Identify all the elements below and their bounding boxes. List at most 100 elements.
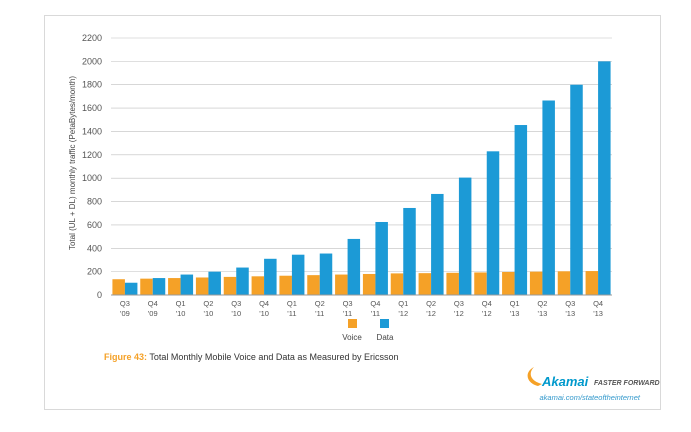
x-tick-quarter: Q3 (454, 299, 464, 308)
figure-title: Total Monthly Mobile Voice and Data as M… (147, 352, 398, 362)
x-tick-year: '11 (371, 309, 380, 318)
x-tick-year: '12 (426, 309, 436, 318)
x-tick-quarter: Q2 (426, 299, 436, 308)
x-tick-quarter: Q2 (537, 299, 547, 308)
y-tick-label: 600 (87, 220, 102, 230)
x-axis-ticks: Q3'09Q4'09Q1'10Q2'10Q3'10Q4'10Q1'11Q2'11… (120, 299, 603, 318)
x-tick-quarter: Q4 (148, 299, 158, 308)
x-tick-quarter: Q3 (231, 299, 241, 308)
bar-data (542, 100, 555, 295)
y-axis-label: Total (UL + DL) monthly traffic (PetaByt… (68, 76, 77, 250)
y-tick-label: 200 (87, 267, 102, 277)
bar-data (264, 258, 277, 295)
x-tick-year: '10 (231, 309, 241, 318)
x-tick-year: '11 (287, 309, 296, 318)
y-tick-label: 800 (87, 197, 102, 207)
x-tick-quarter: Q2 (203, 299, 213, 308)
x-tick-year: '12 (454, 309, 464, 318)
y-tick-label: 2000 (82, 56, 102, 66)
legend-label-voice: Voice (342, 333, 362, 342)
bar-voice (502, 271, 515, 295)
x-tick-quarter: Q1 (510, 299, 520, 308)
bar-voice (362, 273, 376, 295)
bar-data (124, 282, 138, 295)
y-axis-ticks: 0 200 400 600 800 1000 1200 1400 1600 1800 2000 220… (82, 33, 102, 300)
x-tick-year: '13 (538, 309, 548, 318)
bar-data (570, 84, 583, 296)
y-tick-label: 1800 (82, 80, 102, 90)
y-tick-label: 2200 (82, 33, 102, 43)
bar-data (152, 278, 166, 295)
figure-number: Figure 43: (104, 352, 147, 362)
x-tick-quarter: Q4 (370, 299, 380, 308)
x-tick-quarter: Q1 (176, 299, 186, 308)
legend-swatch-voice (348, 319, 357, 328)
bar-data (347, 238, 361, 295)
bar-voice (112, 279, 125, 295)
bar-voice (529, 271, 543, 295)
bar-voice (474, 272, 487, 295)
bar-voice (446, 272, 459, 295)
legend-label-data: Data (377, 333, 394, 342)
brand-url: akamai.com/stateoftheinternet (540, 393, 641, 402)
x-tick-year: '10 (204, 309, 214, 318)
bar-data (486, 151, 500, 295)
legend: Voice Data (342, 319, 394, 342)
y-tick-label: 1000 (82, 173, 102, 183)
bar-voice (418, 273, 432, 295)
bar-data (208, 271, 221, 295)
bar-voice (251, 276, 265, 295)
x-tick-quarter: Q4 (593, 299, 603, 308)
bars (112, 61, 611, 296)
x-tick-quarter: Q3 (120, 299, 130, 308)
x-tick-year: '09 (120, 309, 130, 318)
x-tick-quarter: Q3 (343, 299, 353, 308)
y-tick-label: 0 (97, 290, 102, 300)
bar-data (319, 253, 333, 295)
figure-caption: Figure 43: Total Monthly Mobile Voice an… (104, 352, 398, 362)
bar-voice (223, 276, 237, 295)
y-tick-label: 400 (87, 243, 102, 253)
gridlines (111, 37, 612, 272)
y-tick-label: 1400 (82, 126, 102, 136)
akamai-logo: Akamai FASTER FORWARD (527, 367, 660, 389)
x-tick-quarter: Q2 (315, 299, 325, 308)
bar-data (598, 61, 611, 296)
brand-name: Akamai (541, 374, 589, 389)
bar-voice (140, 278, 153, 295)
x-tick-quarter: Q1 (398, 299, 408, 308)
x-tick-year: '10 (259, 309, 269, 318)
y-tick-label: 1600 (82, 103, 102, 113)
x-tick-year: '12 (482, 309, 492, 318)
x-tick-quarter: Q3 (565, 299, 575, 308)
x-tick-quarter: Q4 (482, 299, 492, 308)
y-tick-label: 1200 (82, 150, 102, 160)
bar-data (514, 125, 528, 296)
bar-voice (390, 273, 404, 295)
bar-voice (168, 278, 181, 295)
x-tick-year: '13 (510, 309, 520, 318)
x-tick-year: '13 (593, 309, 603, 318)
bar-voice (195, 277, 209, 295)
bar-data (236, 267, 249, 295)
bar-data (180, 274, 194, 295)
bar-data (375, 221, 388, 295)
report-figure-frame (44, 15, 661, 410)
x-tick-quarter: Q4 (259, 299, 269, 308)
x-tick-year: '11 (315, 309, 324, 318)
bar-voice (585, 271, 599, 295)
x-tick-year: '10 (176, 309, 186, 318)
bar-data (458, 177, 472, 295)
akamai-swoosh-icon (527, 367, 542, 386)
bar-voice (307, 275, 320, 295)
x-tick-year: '11 (343, 309, 352, 318)
bar-voice (335, 274, 348, 295)
x-tick-year: '12 (398, 309, 408, 318)
bar-voice (557, 271, 571, 295)
bar-data (291, 254, 305, 295)
x-tick-quarter: Q1 (287, 299, 297, 308)
bar-voice (279, 275, 292, 295)
brand-tagline: FASTER FORWARD (594, 380, 660, 387)
x-tick-year: '13 (565, 309, 575, 318)
